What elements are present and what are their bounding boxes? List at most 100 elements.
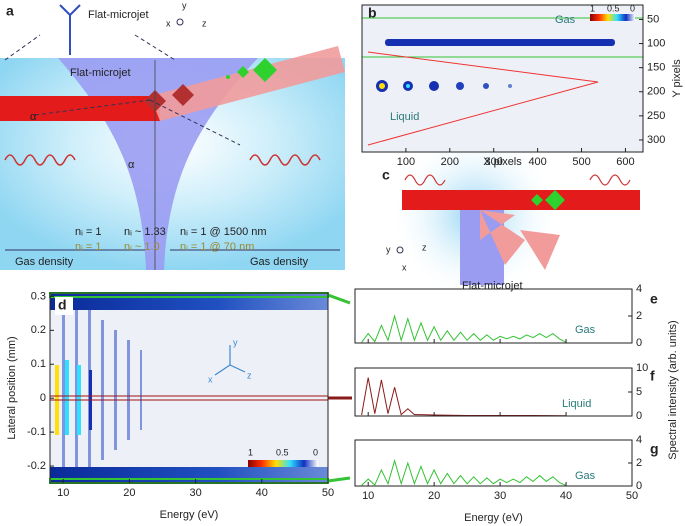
y-tick-label: 100 bbox=[647, 37, 665, 49]
jet-label: Flat-microjet bbox=[70, 67, 131, 79]
x-tick-label: 20 bbox=[428, 490, 440, 502]
pulse-left bbox=[4, 154, 76, 166]
colorbar-label: 1 bbox=[248, 447, 253, 457]
index: nᵢ = 1 bbox=[75, 241, 102, 253]
inset-axis-label: z bbox=[247, 370, 252, 380]
y-tick-label: 4 bbox=[636, 283, 642, 295]
inset-axis-label: x bbox=[208, 374, 213, 384]
y-axis-label: Y pixels bbox=[671, 59, 683, 98]
colorbar bbox=[590, 14, 635, 21]
index: nᵢ ~ 1.0 bbox=[124, 241, 160, 253]
y-tick-label: 0.3 bbox=[31, 290, 46, 302]
jet-label-top: Flat-microjet bbox=[88, 9, 149, 21]
link-arrows bbox=[327, 293, 351, 483]
x-axis-label: X pixels bbox=[483, 156, 522, 168]
x-tick-label: 300 bbox=[485, 156, 503, 168]
axis-label: y bbox=[386, 244, 391, 254]
beam-out bbox=[150, 46, 345, 121]
jet-icon bbox=[59, 4, 81, 55]
x-tick-label: 500 bbox=[572, 156, 590, 168]
axis-icon bbox=[396, 246, 404, 254]
axis-icon bbox=[176, 18, 184, 26]
panel-d-image bbox=[49, 292, 352, 484]
x-tick-label: 100 bbox=[397, 156, 415, 168]
background bbox=[50, 293, 328, 483]
colorbar bbox=[248, 460, 318, 467]
x-axis-label: Energy (eV) bbox=[160, 509, 219, 521]
reflection bbox=[520, 230, 560, 270]
y-tick-label: 2 bbox=[636, 457, 642, 469]
liquid-spots bbox=[376, 80, 512, 92]
harmonics bbox=[531, 190, 565, 210]
x-tick-label: 200 bbox=[441, 156, 459, 168]
line bbox=[361, 314, 567, 343]
angle: α bbox=[30, 111, 37, 123]
series-label: Gas bbox=[575, 324, 596, 336]
axis-label: x bbox=[166, 18, 171, 28]
y-tick-label: 4 bbox=[636, 434, 642, 446]
panel-c: c y x z Flat-microjet bbox=[382, 130, 640, 300]
y-tick-label: 2 bbox=[636, 310, 642, 322]
axis-label: y bbox=[182, 0, 187, 10]
angle: α bbox=[128, 159, 135, 171]
x-tick-label: 20 bbox=[123, 487, 135, 499]
colorbar-label: 1 bbox=[590, 3, 595, 13]
reflection bbox=[480, 210, 525, 265]
x-tick-label: 50 bbox=[626, 490, 638, 502]
background bbox=[362, 5, 643, 152]
dashed bbox=[4, 34, 241, 146]
jet-label: Flat-microjet bbox=[462, 280, 523, 292]
y-tick-label: 150 bbox=[647, 62, 665, 74]
plot-frame bbox=[361, 4, 644, 153]
x-tick-label: 40 bbox=[560, 490, 572, 502]
y-tick-label: 300 bbox=[647, 134, 665, 146]
y-tick-label: 250 bbox=[647, 110, 665, 122]
y-tick-label: 200 bbox=[647, 86, 665, 98]
panel-letter: b bbox=[368, 5, 377, 21]
y-tick-label: 0.1 bbox=[31, 358, 46, 370]
y-tick-label: 0.2 bbox=[31, 324, 46, 336]
beam-lines bbox=[367, 51, 599, 146]
inset-axis-label: y bbox=[233, 337, 238, 347]
panel-letter: a bbox=[6, 3, 14, 19]
letter-box bbox=[55, 297, 73, 315]
pulse bbox=[404, 174, 446, 186]
colorbar-label: 0 bbox=[313, 447, 318, 457]
panel-letter: d bbox=[58, 297, 67, 313]
liquid-lines bbox=[50, 395, 328, 401]
x-tick-label: 400 bbox=[528, 156, 546, 168]
x-tick-label: 10 bbox=[57, 487, 69, 499]
x-tick-label: 30 bbox=[494, 490, 506, 502]
annotation: Gas bbox=[555, 14, 576, 26]
x-axis-label: Energy (eV) bbox=[464, 512, 523, 524]
density-label: Gas density bbox=[15, 256, 74, 268]
panel-letter: g bbox=[650, 441, 659, 457]
index: nᵢ = 1 @ 1500 nm bbox=[180, 226, 267, 238]
colorbar-label: 0.5 bbox=[607, 3, 620, 13]
panel-letter: f bbox=[650, 368, 655, 384]
colorbar-label: 0 bbox=[630, 3, 635, 13]
annotation: Liquid bbox=[390, 111, 419, 123]
y-axis-label: Spectral intensity (arb. units) bbox=[667, 320, 679, 459]
y-tick-label: -0.2 bbox=[27, 460, 46, 472]
axis-label: z bbox=[202, 18, 207, 28]
y-tick-label: 50 bbox=[647, 13, 659, 25]
y-axis-label: Lateral position (mm) bbox=[6, 336, 18, 439]
pulse-right bbox=[249, 154, 321, 166]
index: nᵢ = 1 bbox=[75, 226, 102, 238]
panel-b-image bbox=[362, 5, 643, 152]
axis-label: z bbox=[422, 242, 427, 252]
beam bbox=[0, 96, 160, 121]
y-tick-label: 10 bbox=[636, 362, 648, 374]
x-tick-label: 50 bbox=[322, 487, 334, 499]
y-tick-label: 0 bbox=[636, 480, 642, 492]
panel-letter: e bbox=[650, 291, 658, 307]
series-label: Liquid bbox=[562, 398, 591, 410]
gas-streak bbox=[385, 39, 615, 46]
line bbox=[361, 377, 567, 417]
y-tick-label: 0 bbox=[40, 392, 46, 404]
panel-letter: c bbox=[382, 167, 390, 183]
index: nᵢ ~ 1.33 bbox=[124, 226, 166, 238]
x-tick-label: 40 bbox=[256, 487, 268, 499]
